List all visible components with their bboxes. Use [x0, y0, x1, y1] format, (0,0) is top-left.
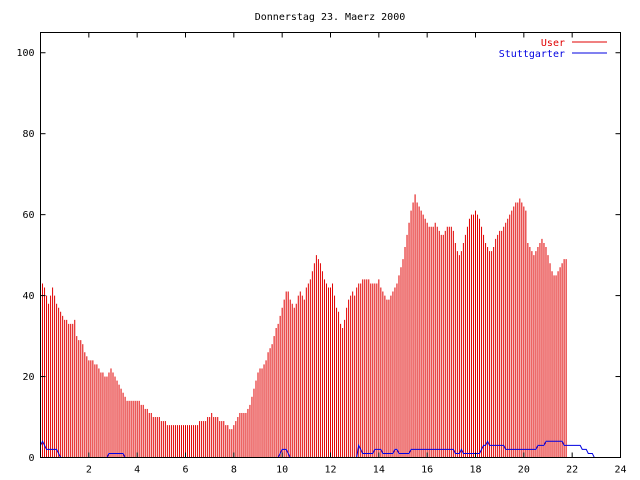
chart-title: Donnerstag 23. Maerz 2000 [255, 12, 406, 23]
x-tick-label: 12 [324, 465, 336, 476]
y-axis: 0 20 40 60 80 100 [16, 48, 621, 464]
x-tick-label: 24 [614, 465, 626, 476]
x-tick-label: 10 [276, 465, 288, 476]
x-tick-label: 8 [231, 465, 237, 476]
x-tick-label: 2 [86, 465, 92, 476]
x-tick-label: 20 [518, 465, 530, 476]
legend-label-user: User [541, 38, 565, 49]
x-tick-label: 16 [421, 465, 433, 476]
y-tick-label: 60 [22, 210, 34, 221]
x-tick-label: 4 [134, 465, 140, 476]
y-tick-label: 0 [28, 453, 34, 464]
x-axis: 2 4 6 8 10 12 14 16 18 20 22 24 [86, 32, 627, 476]
legend-label-stuttgarter: Stuttgarter [499, 49, 565, 60]
y-tick-label: 80 [22, 129, 34, 140]
y-tick-label: 40 [22, 291, 34, 302]
x-tick-label: 18 [469, 465, 481, 476]
legend: User Stuttgarter [499, 38, 607, 60]
x-tick-label: 6 [182, 465, 188, 476]
y-tick-label: 20 [22, 372, 34, 383]
y-tick-label: 100 [16, 48, 34, 59]
x-tick-label: 22 [566, 465, 578, 476]
user-impulses [40, 194, 567, 458]
x-tick-label: 14 [373, 465, 385, 476]
